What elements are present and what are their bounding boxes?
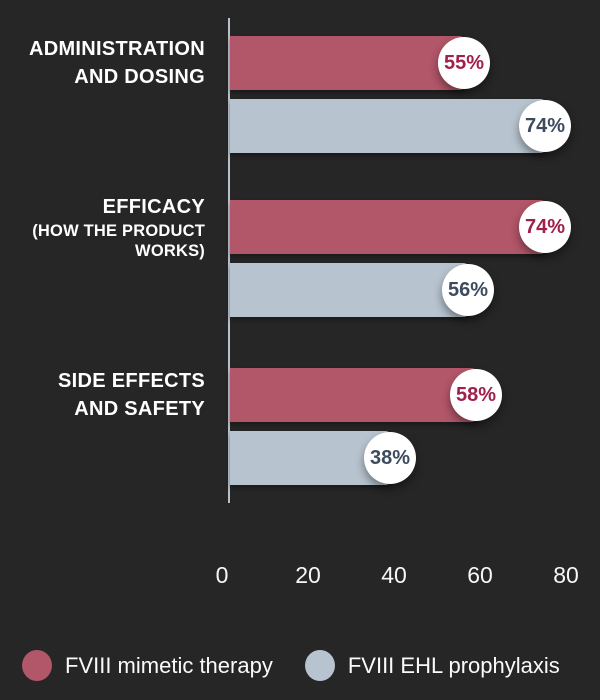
x-tick-label: 40 <box>381 562 407 588</box>
category-line: AND DOSING <box>74 66 205 88</box>
category-subline: WORKS) <box>135 242 205 260</box>
value-badge: 56% <box>442 264 494 316</box>
x-tick-label: 60 <box>467 562 493 588</box>
category-label-2: EFFICACY (HOW THE PRODUCT WORKS) <box>0 196 205 260</box>
bar-series1-group3: 58% <box>230 368 502 422</box>
category-label-3: SIDE EFFECTS AND SAFETY <box>0 368 205 422</box>
legend-label-mimetic: FVIII mimetic therapy <box>65 652 273 678</box>
value-badge: 38% <box>364 432 416 484</box>
bar-series2-group3: 38% <box>230 431 416 485</box>
bar-series1-group2: 74% <box>230 200 571 254</box>
x-tick-label: 0 <box>215 562 229 588</box>
legend-item-mimetic: FVIII mimetic therapy <box>22 650 273 681</box>
value-badge: 74% <box>519 100 571 152</box>
category-subline: (HOW THE PRODUCT <box>32 222 205 240</box>
y-axis-line <box>228 18 230 503</box>
category-label-1: ADMINISTRATION AND DOSING <box>0 36 205 90</box>
category-line: SIDE EFFECTS <box>58 370 205 392</box>
value-badge: 58% <box>450 369 502 421</box>
x-tick-label: 20 <box>295 562 321 588</box>
bar-series1-group1: 55% <box>230 36 490 90</box>
x-tick-label: 80 <box>553 562 579 588</box>
legend-label-ehl: FVIII EHL prophylaxis <box>347 652 560 678</box>
value-badge: 55% <box>438 37 490 89</box>
legend-item-ehl: FVIII EHL prophylaxis <box>304 650 560 681</box>
category-line: EFFICACY <box>102 196 205 218</box>
value-badge: 74% <box>519 201 571 253</box>
bar-series2-group1: 74% <box>230 99 571 153</box>
legend-swatch-ehl-icon <box>304 650 335 681</box>
category-line: ADMINISTRATION <box>28 38 205 60</box>
bar-series2-group2: 56% <box>230 263 494 317</box>
category-line: AND SAFETY <box>74 398 205 420</box>
x-axis: 0 20 40 60 80 <box>0 560 600 590</box>
legend-swatch-mimetic-icon <box>22 650 52 681</box>
legend: FVIII mimetic therapy FVIII EHL prophyla… <box>22 650 560 681</box>
